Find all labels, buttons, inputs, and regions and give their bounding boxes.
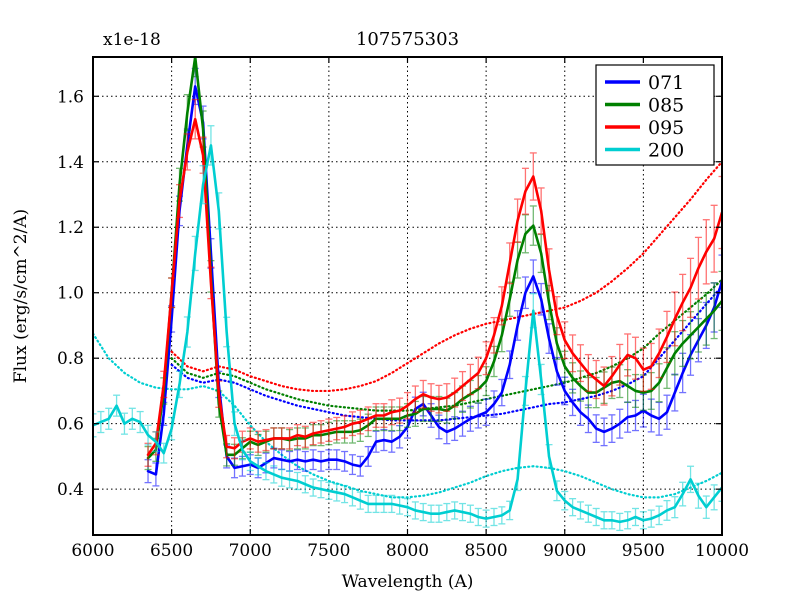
x-axis-label: Wavelength (A) xyxy=(342,572,474,592)
y-axis-label: Flux (erg/s/cm^2/A) xyxy=(11,209,31,383)
xtick-label: 9000 xyxy=(543,541,586,561)
xtick-label: 7000 xyxy=(229,541,272,561)
legend-label-200: 200 xyxy=(648,140,684,162)
xtick-label: 10000 xyxy=(695,541,749,561)
y-axis-offset-label: x1e-18 xyxy=(103,30,161,50)
model-curve-095-model xyxy=(170,160,722,393)
data-curve-200 xyxy=(93,144,722,524)
xtick-label: 7500 xyxy=(307,541,350,561)
xtick-label: 6000 xyxy=(71,541,114,561)
legend-item-071[interactable]: 071 xyxy=(605,72,684,94)
legend-label-085: 085 xyxy=(648,95,684,117)
ytick-label: 1.4 xyxy=(57,153,84,173)
legend-item-095[interactable]: 095 xyxy=(605,117,684,139)
page-title: 107575303 xyxy=(356,29,459,50)
legend-label-071: 071 xyxy=(648,72,684,94)
model-curve-200-model xyxy=(93,332,722,499)
data-curve-071 xyxy=(146,85,722,476)
axis-ticks: 6000 6500 7000 7500 8000 8500 9000 9500 10000 0.4… xyxy=(57,57,749,561)
xtick-label: 9500 xyxy=(622,541,665,561)
legend-item-200[interactable]: 200 xyxy=(605,140,684,162)
ytick-label: 1.0 xyxy=(57,284,84,304)
series-095 xyxy=(144,98,722,467)
ytick-label: 0.6 xyxy=(57,415,84,435)
data-series-group xyxy=(93,57,722,532)
ytick-label: 1.2 xyxy=(57,218,84,238)
data-curve-085 xyxy=(146,57,722,460)
ytick-label: 0.4 xyxy=(57,480,84,500)
xtick-label: 8000 xyxy=(386,541,429,561)
series-200 xyxy=(93,125,722,532)
ytick-label: 1.6 xyxy=(57,87,84,107)
data-curve-095 xyxy=(146,117,722,457)
ytick-label: 0.8 xyxy=(57,349,84,369)
xtick-label: 6500 xyxy=(150,541,193,561)
xtick-label: 8500 xyxy=(464,541,507,561)
legend-label-095: 095 xyxy=(648,117,684,139)
legend-item-085[interactable]: 085 xyxy=(605,95,684,117)
